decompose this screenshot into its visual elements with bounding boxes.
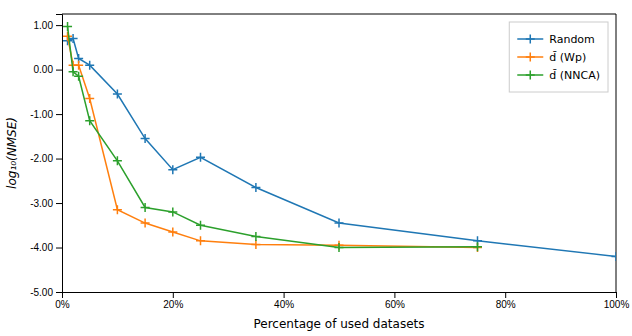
line xyxy=(68,26,478,247)
axis-line xyxy=(63,293,617,299)
tick-mark xyxy=(56,70,62,71)
tick: -4.00 xyxy=(30,242,62,253)
tick: -3.00 xyxy=(30,198,62,209)
tick: 100% xyxy=(604,292,630,310)
tick-label: -4.00 xyxy=(30,242,53,253)
marker xyxy=(113,90,122,99)
series-group xyxy=(63,22,616,261)
marker xyxy=(251,240,260,249)
tick-label: 0% xyxy=(55,299,70,310)
tick-label: -5.00 xyxy=(30,287,53,298)
marker xyxy=(141,134,150,143)
marker xyxy=(85,116,94,125)
tick-label: 0.00 xyxy=(34,64,54,75)
marker xyxy=(251,232,260,241)
tick-mark xyxy=(56,25,62,26)
tick-mark xyxy=(505,292,506,298)
tick-label: 40% xyxy=(274,299,294,310)
tick-mark xyxy=(173,292,174,298)
marker xyxy=(612,252,617,261)
legend: Random d̄ (Wp) d̄ (NNCA) xyxy=(509,22,608,92)
marker xyxy=(196,236,205,245)
tick-label: 60% xyxy=(385,299,405,310)
tick: -2.00 xyxy=(30,153,62,164)
marker xyxy=(141,203,150,212)
tick: 0% xyxy=(55,292,70,310)
marker xyxy=(74,61,83,70)
tick-mark xyxy=(56,114,62,115)
tick-label: 20% xyxy=(163,299,183,310)
legend-label: d̄ (Wp) xyxy=(549,51,586,64)
marker xyxy=(63,32,72,41)
tick-mark xyxy=(616,292,617,298)
tick-label: -2.00 xyxy=(30,153,53,164)
legend-marker xyxy=(526,53,535,62)
tick-label: 100% xyxy=(604,299,630,310)
marker xyxy=(168,165,177,174)
chart: 0% 20% 40% 60% 80% 100% 1.00 0.00 -1.00 -2.00 -3.0… xyxy=(0,0,632,336)
marker xyxy=(473,242,482,251)
tick-label: -3.00 xyxy=(30,198,53,209)
marker xyxy=(141,219,150,228)
tick: 80% xyxy=(496,292,516,310)
legend-marker xyxy=(526,71,535,80)
marker xyxy=(113,156,122,165)
axis-line xyxy=(56,15,63,293)
tick-mark xyxy=(56,292,62,293)
x-axis: 0% 20% 40% 60% 80% 100% xyxy=(55,292,629,310)
marker xyxy=(196,221,205,230)
marker xyxy=(85,61,94,70)
tick-mark xyxy=(284,292,285,298)
plot: 0% 20% 40% 60% 80% 100% 1.00 0.00 -1.00 -2.00 -3.0… xyxy=(30,14,629,310)
marker xyxy=(85,94,94,103)
marker xyxy=(69,67,78,76)
tick-mark xyxy=(56,248,62,249)
marker xyxy=(74,72,83,81)
tick: 20% xyxy=(163,292,183,310)
tick: 1.00 xyxy=(34,20,62,31)
x-axis-title: Percentage of used datasets xyxy=(254,317,425,331)
y-axis-title: log₁₀(NMSE) xyxy=(5,117,19,189)
line xyxy=(68,36,478,247)
legend-box xyxy=(509,22,608,92)
tick: -1.00 xyxy=(30,109,62,120)
y-axis: 1.00 0.00 -1.00 -2.00 -3.00 -4.00 -5.00 xyxy=(30,15,62,298)
marker xyxy=(168,227,177,236)
tick: 40% xyxy=(274,292,294,310)
tick: 60% xyxy=(385,292,405,310)
tick-mark xyxy=(56,159,62,160)
legend-label: d̄ (NNCA) xyxy=(549,69,600,82)
tick-label: 80% xyxy=(496,299,516,310)
marker xyxy=(335,219,344,228)
tick: 0.00 xyxy=(34,64,62,75)
marker xyxy=(168,207,177,216)
plot-frame xyxy=(62,14,616,292)
marker xyxy=(63,22,72,31)
legend-label: Random xyxy=(549,33,595,46)
tick-label: 1.00 xyxy=(34,20,54,31)
tick: -5.00 xyxy=(30,287,62,298)
marker xyxy=(335,243,344,252)
tick-mark xyxy=(56,203,62,204)
legend-marker xyxy=(526,35,535,44)
marker xyxy=(113,205,122,214)
marker xyxy=(473,243,482,252)
tick-label: -1.00 xyxy=(30,109,53,120)
marker xyxy=(251,183,260,192)
marker xyxy=(196,153,205,162)
tick-mark xyxy=(394,292,395,298)
